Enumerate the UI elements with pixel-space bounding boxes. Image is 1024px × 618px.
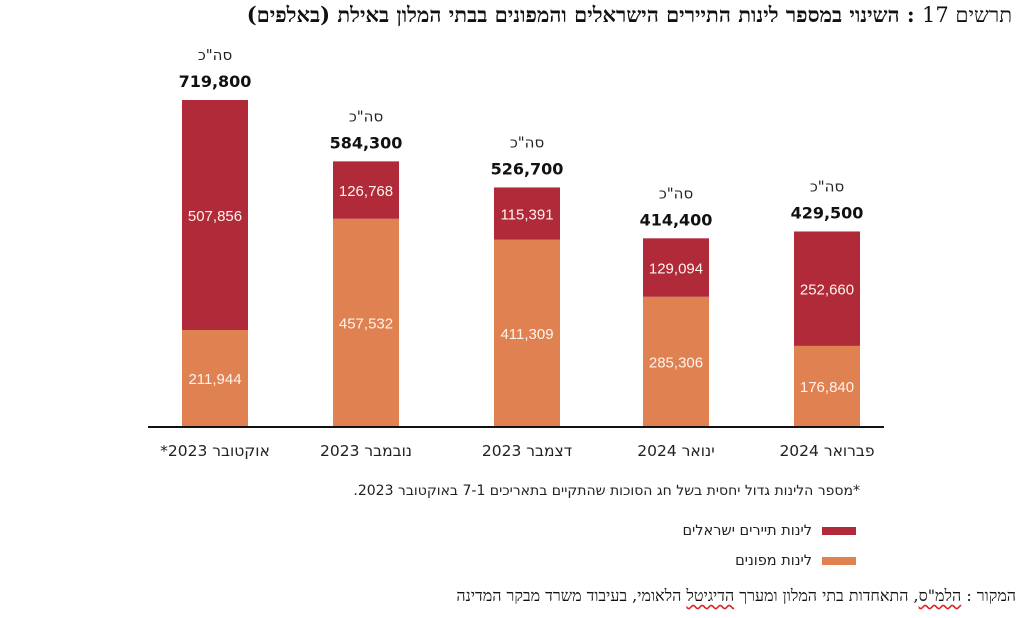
bar-value-label: 129,094	[649, 261, 703, 278]
bar-value-label: 176,840	[800, 379, 854, 396]
source-text-1: , התאחדות בתי המלון ומערך	[734, 586, 919, 605]
x-tick-labels: אוקטובר 2023* נובמבר 2023 דצמבר 2023 ינואר …	[160, 442, 874, 460]
bar-segment-evacuees	[794, 345, 860, 426]
source-note: המקור : הלמ"ס, התאחדות בתי המלון ומערך ה…	[456, 586, 1016, 606]
total-value-label: 414,400	[640, 210, 713, 229]
bar-segment-evacuees	[494, 239, 560, 426]
title-text: השינוי במספר לינות התיירים הישראלים והמפ…	[246, 2, 900, 27]
legend-label: לינות תיירים ישראלים	[682, 523, 812, 539]
source-digital: הדיגיטל	[686, 586, 735, 605]
total-caption: סה"כ	[349, 107, 383, 125]
bar-segment-evacuees	[182, 330, 248, 426]
figure-number: תרשים 17	[921, 3, 1012, 27]
stacked-bar-chart: 211,944 507,856 סה"כ 719,800 457,532 126,768 ס…	[148, 46, 884, 460]
bar-value-label: 285,306	[649, 354, 703, 371]
footnote: *מספר הלינות גדול יחסית בשל חג הסוכות שה…	[353, 483, 860, 499]
total-caption: סה"כ	[659, 184, 693, 202]
legend-item-israeli-tourists: לינות תיירים ישראלים	[682, 523, 856, 539]
total-value-label: 584,300	[330, 133, 403, 152]
title-separator: :	[899, 2, 922, 27]
source-text-2: הלאומי, בעיבוד משרד מבקר המדינה	[456, 586, 687, 605]
bar-value-label: 126,768	[339, 183, 393, 200]
bar-value-label: 211,944	[188, 371, 241, 388]
total-caption: סה"כ	[810, 177, 844, 195]
x-tick-label: דצמבר 2023	[482, 442, 572, 460]
total-value-label: 526,700	[491, 159, 564, 178]
bar-value-label: 507,856	[188, 208, 242, 225]
bar-segment-israeli-tourists	[794, 231, 860, 346]
total-caption: סה"כ	[198, 46, 232, 64]
bar-segment-israeli-tourists	[494, 187, 560, 240]
legend-swatch-evacuees	[822, 557, 856, 565]
legend-swatch-israeli-tourists	[822, 527, 856, 535]
legend-label: לינות מפונים	[735, 553, 812, 569]
source-cbs: הלמ"ס	[918, 586, 962, 605]
legend-item-evacuees: לינות מפונים	[735, 553, 856, 569]
total-value-label: 719,800	[179, 72, 252, 91]
bar-segment-israeli-tourists	[643, 238, 709, 297]
bar-segment-evacuees	[643, 296, 709, 426]
chart-title: תרשים 17 : השינוי במספר לינות התיירים הי…	[247, 2, 1012, 28]
bar-segment-evacuees	[333, 218, 399, 426]
x-tick-label: אוקטובר 2023*	[160, 442, 270, 460]
bar-value-label: 457,532	[339, 315, 393, 332]
bars-group: 211,944 507,856 סה"כ 719,800 457,532 126,768 ס…	[179, 46, 864, 426]
source-separator: :	[961, 586, 977, 605]
source-label: המקור	[976, 586, 1016, 605]
bar-value-label: 411,309	[500, 326, 553, 343]
total-value-label: 429,500	[791, 203, 864, 222]
bar-value-label: 252,660	[800, 282, 854, 299]
bar-segment-israeli-tourists	[333, 161, 399, 219]
total-caption: סה"כ	[510, 133, 544, 151]
bar-segment-israeli-tourists	[182, 100, 248, 331]
x-tick-label: נובמבר 2023	[320, 442, 412, 460]
x-tick-label: ינואר 2024	[637, 442, 714, 460]
bar-value-label: 115,391	[500, 207, 553, 224]
x-tick-label: פברואר 2024	[779, 442, 874, 460]
